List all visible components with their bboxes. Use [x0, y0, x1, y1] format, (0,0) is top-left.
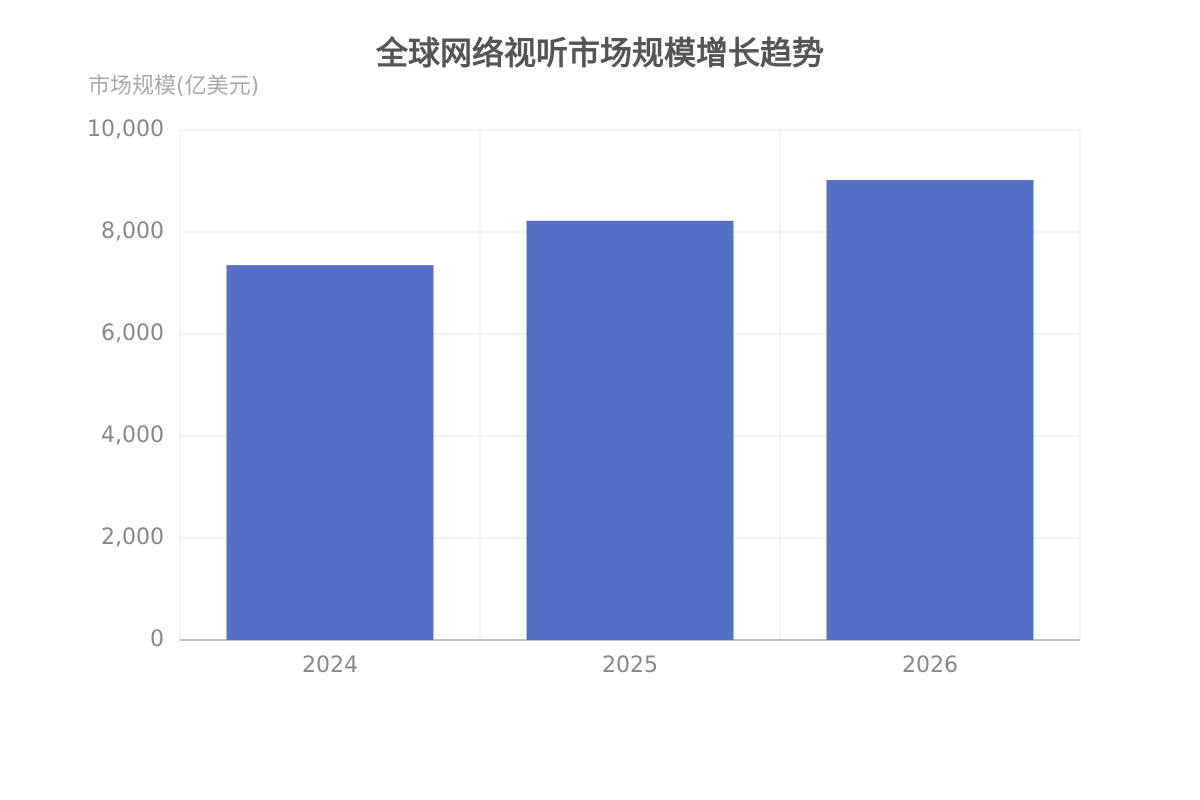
y-tick-label: 2,000: [101, 525, 164, 550]
x-tick-label: 2026: [902, 653, 958, 678]
x-tick-label: 2025: [602, 653, 658, 678]
y-tick-label: 10,000: [87, 117, 164, 142]
y-axis-label: 市场规模(亿美元): [88, 74, 259, 99]
chart-title: 全球网络视听市场规模增长趋势: [375, 34, 824, 72]
y-tick-label: 6,000: [101, 321, 164, 346]
x-tick-label: 2024: [302, 653, 358, 678]
bar: [226, 265, 434, 640]
bar: [526, 220, 734, 640]
y-tick-label: 4,000: [101, 423, 164, 448]
y-tick-label: 8,000: [101, 219, 164, 244]
y-tick-label: 0: [150, 627, 164, 652]
bar: [826, 179, 1034, 641]
